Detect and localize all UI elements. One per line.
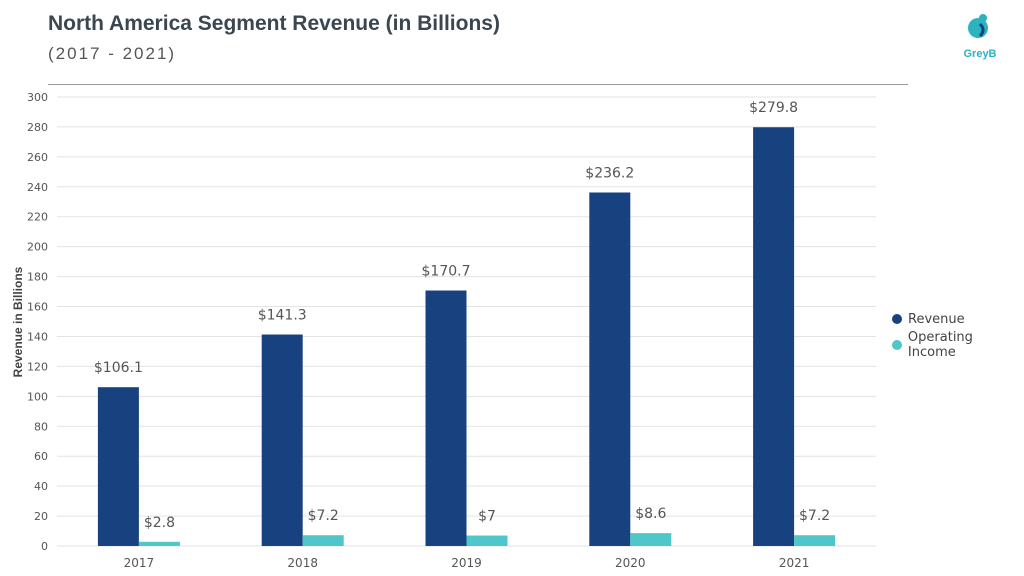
operating-income-data-label: $2.8 — [144, 515, 175, 531]
chart-subtitle: (2017 - 2021) — [48, 44, 177, 63]
y-tick-label: 280 — [27, 121, 48, 134]
y-tick-label: 60 — [34, 450, 48, 463]
revenue-bar[interactable] — [261, 334, 303, 546]
operating-income-bar[interactable] — [466, 535, 508, 546]
legend-item-revenue[interactable]: Revenue — [892, 306, 1024, 332]
revenue-bar[interactable] — [97, 387, 139, 546]
operating-income-bar[interactable] — [794, 535, 836, 546]
revenue-data-label: $170.7 — [422, 264, 471, 280]
y-tick-label: 140 — [27, 330, 48, 343]
x-tick-label: 2021 — [779, 556, 810, 570]
y-tick-label: 120 — [27, 360, 48, 373]
greyb-logo[interactable]: GreyB — [956, 10, 1004, 66]
operating-income-bar[interactable] — [630, 533, 672, 546]
chart-title: North America Segment Revenue (in Billio… — [48, 12, 500, 35]
y-tick-label: 200 — [27, 241, 48, 254]
y-tick-label: 260 — [27, 151, 48, 164]
y-tick-label: 0 — [41, 540, 48, 553]
x-tick-label: 2018 — [287, 556, 318, 570]
y-axis-label: Revenue in Billions — [11, 266, 25, 377]
legend-swatch-operating-income — [892, 340, 902, 350]
legend: Revenue Operating Income — [892, 306, 1024, 360]
x-tick-label: 2020 — [615, 556, 646, 570]
operating-income-bar[interactable] — [302, 535, 344, 546]
x-tick-label: 2019 — [451, 556, 482, 570]
y-tick-label: 240 — [27, 181, 48, 194]
x-tick-label: 2017 — [124, 556, 155, 570]
revenue-data-label: $106.1 — [94, 360, 143, 376]
revenue-bar[interactable] — [753, 127, 795, 546]
bars — [97, 127, 836, 546]
y-tick-label: 160 — [27, 301, 48, 314]
revenue-data-label: $236.2 — [585, 165, 634, 181]
data-labels: $106.1 $2.8 $141.3 $7.2 $170.7 $7 $236.2 $8.6 $2… — [94, 100, 830, 531]
legend-label-operating-income: Operating Income — [907, 330, 973, 360]
revenue-bar[interactable] — [589, 192, 631, 546]
y-tick-label: 300 — [27, 91, 48, 104]
y-tick-label: 20 — [34, 510, 48, 523]
revenue-data-label: $279.8 — [749, 100, 798, 116]
legend-item-operating-income[interactable]: Operating Income — [892, 330, 1024, 360]
operating-income-data-label: $7.2 — [799, 508, 830, 524]
revenue-data-label: $141.3 — [258, 308, 307, 324]
operating-income-data-label: $7 — [478, 509, 496, 525]
x-axis-ticks: 2017 2018 2019 2020 2021 — [124, 556, 810, 570]
y-tick-label: 220 — [27, 211, 48, 224]
legend-swatch-revenue — [892, 314, 902, 324]
y-tick-label: 40 — [34, 480, 48, 493]
y-axis-ticks: 0 20 40 60 80 100 120 140 160 180 200 220 240 260 280 3… — [27, 91, 48, 553]
greyb-logo-icon — [968, 14, 988, 38]
y-tick-label: 80 — [34, 420, 48, 433]
operating-income-data-label: $8.6 — [635, 506, 666, 522]
operating-income-bar[interactable] — [138, 541, 180, 546]
y-tick-label: 180 — [27, 271, 48, 284]
logo-text: GreyB — [963, 48, 997, 60]
revenue-bar[interactable] — [425, 290, 467, 546]
y-tick-label: 100 — [27, 390, 48, 403]
legend-label-revenue: Revenue — [908, 311, 965, 327]
operating-income-data-label: $7.2 — [308, 508, 339, 524]
title-divider — [48, 84, 908, 85]
